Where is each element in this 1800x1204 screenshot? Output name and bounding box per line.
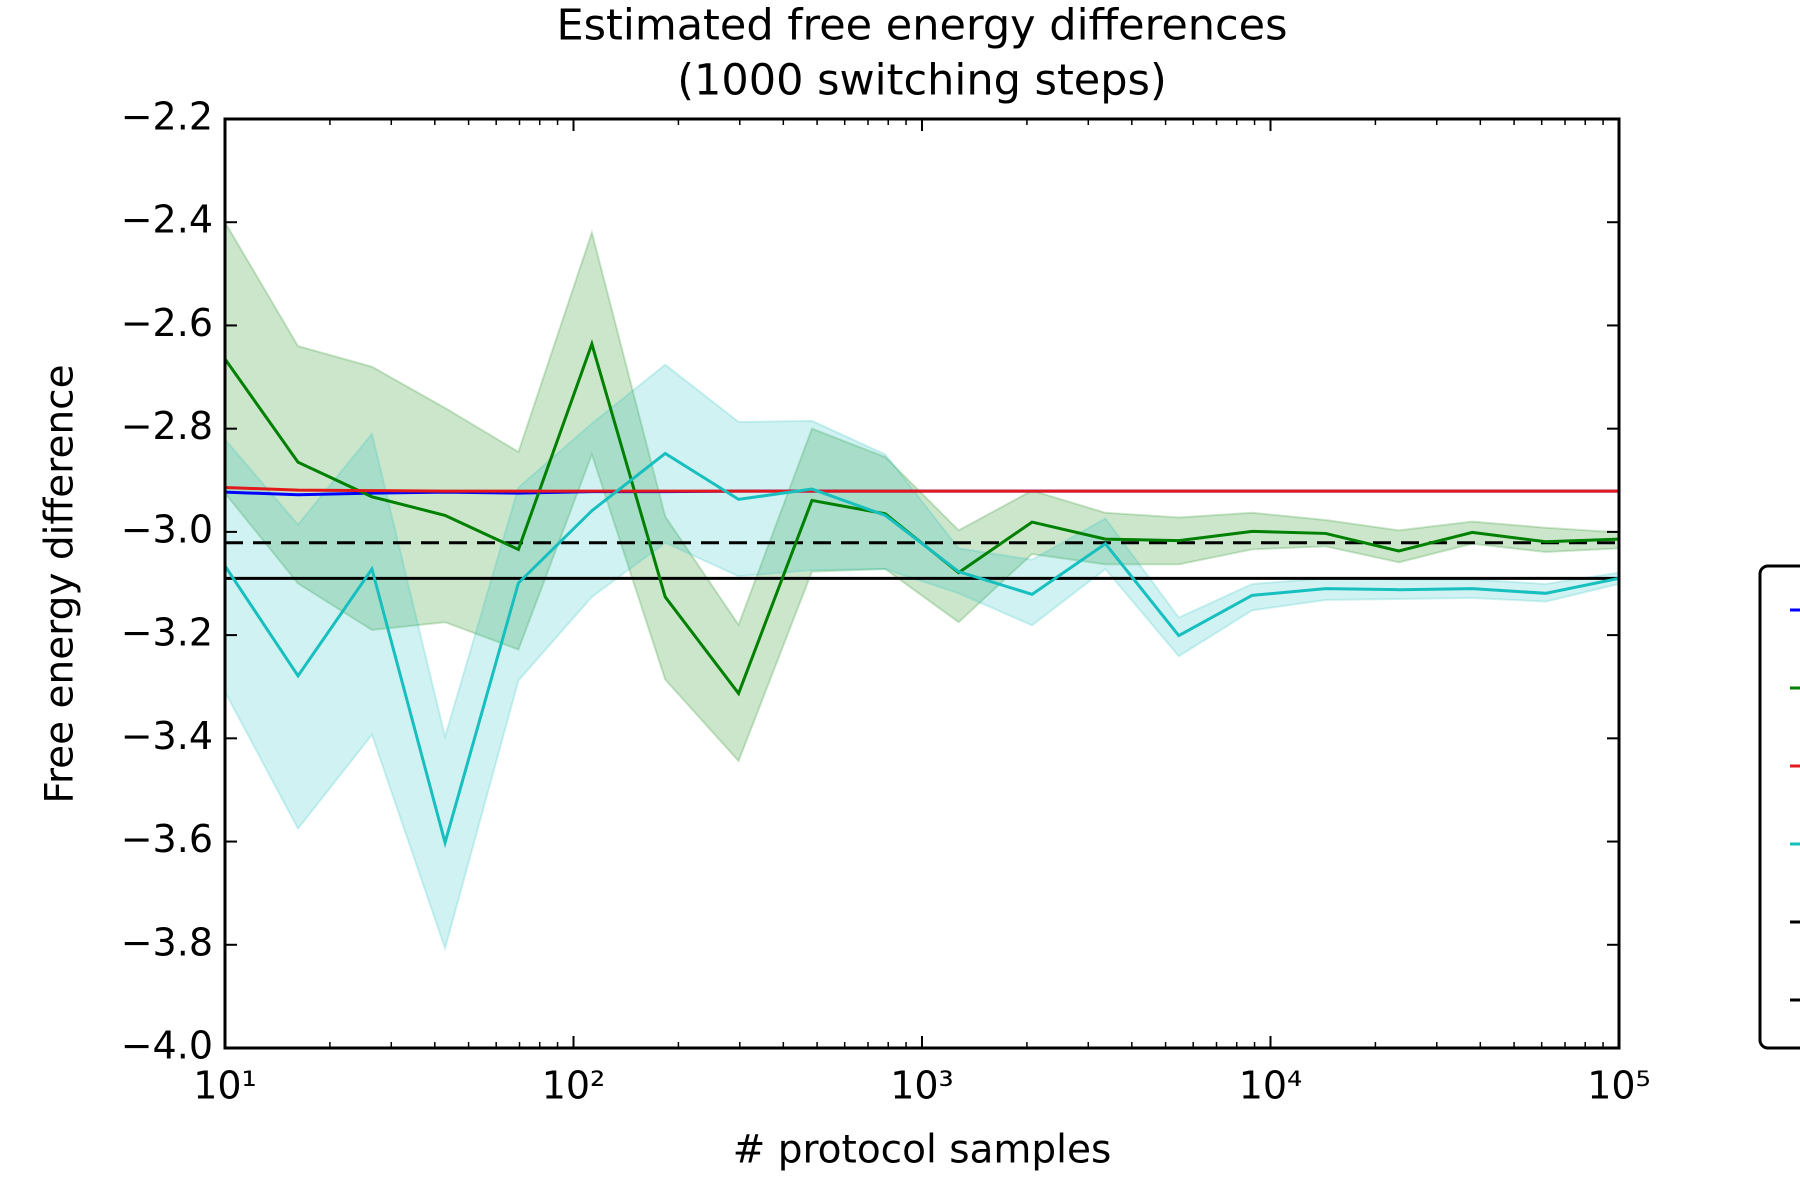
y-tick-label: −3.4 (121, 714, 213, 758)
data-line (225, 451, 1619, 849)
data-line (225, 486, 1619, 493)
y-tick-label: −2.4 (121, 198, 213, 242)
y-tick-label: −3.2 (121, 611, 213, 655)
y-tick-label: −2.2 (121, 95, 213, 139)
x-tick-label: 10⁵ (1587, 1064, 1651, 1108)
plot-area (225, 220, 1619, 952)
y-tick-label: −3.6 (121, 817, 213, 861)
y-tick-label: −2.6 (121, 301, 213, 345)
x-tick-label: 10³ (890, 1064, 954, 1108)
confidence-band (225, 220, 1619, 763)
y-tick-label: −2.8 (121, 404, 213, 448)
x-axis-label: # protocol samples (733, 1128, 1112, 1173)
x-tick-label: 10⁴ (1239, 1064, 1303, 1108)
x-tick-label: 10² (542, 1064, 606, 1108)
y-tick-label: −3.0 (121, 507, 213, 551)
confidence-band (225, 363, 1619, 952)
legend-box (1758, 564, 1800, 1050)
chart-title: Estimated free energy differences (556, 1, 1287, 51)
x-tick-label: 10¹ (193, 1064, 257, 1108)
y-tick-label: −4.0 (121, 1024, 213, 1068)
chart-subtitle: (1000 switching steps) (677, 56, 1167, 106)
legend (1758, 564, 1800, 1050)
y-axis-label: Free energy difference (38, 364, 83, 803)
y-tick-label: −3.8 (121, 920, 213, 964)
